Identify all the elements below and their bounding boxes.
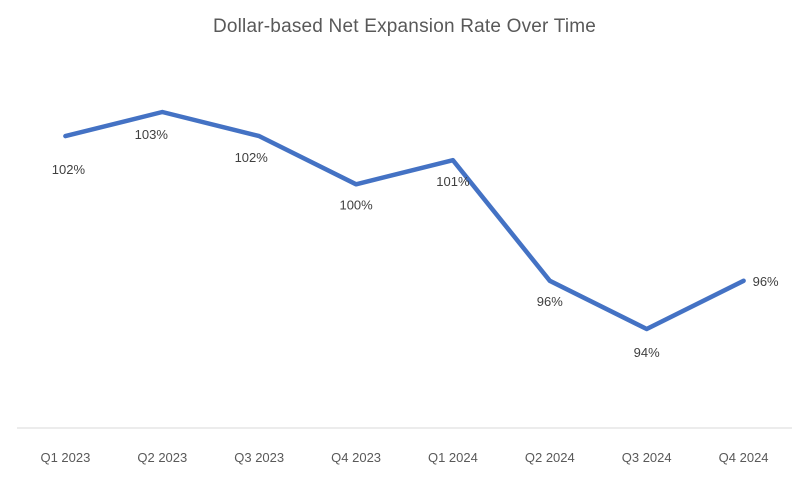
- x-axis-label: Q1 2023: [40, 450, 90, 465]
- data-label: 96%: [753, 274, 779, 289]
- data-label: 102%: [235, 150, 269, 165]
- data-label: 94%: [634, 345, 660, 360]
- x-axis-label: Q4 2023: [331, 450, 381, 465]
- chart-title: Dollar-based Net Expansion Rate Over Tim…: [212, 16, 597, 37]
- x-axis-label: Q2 2023: [137, 450, 187, 465]
- x-axis-label: Q1 2024: [428, 450, 478, 465]
- x-axis-label: Q4 2024: [719, 450, 769, 465]
- data-label: 102%: [52, 162, 86, 177]
- x-axis-label: Q3 2023: [234, 450, 284, 465]
- data-label: 103%: [135, 127, 169, 142]
- data-label: 96%: [537, 294, 563, 309]
- x-axis-label: Q3 2024: [622, 450, 672, 465]
- data-label: 100%: [339, 197, 373, 212]
- x-axis-label: Q2 2024: [525, 450, 575, 465]
- series-line: [63, 109, 746, 332]
- data-label: 101%: [436, 174, 470, 189]
